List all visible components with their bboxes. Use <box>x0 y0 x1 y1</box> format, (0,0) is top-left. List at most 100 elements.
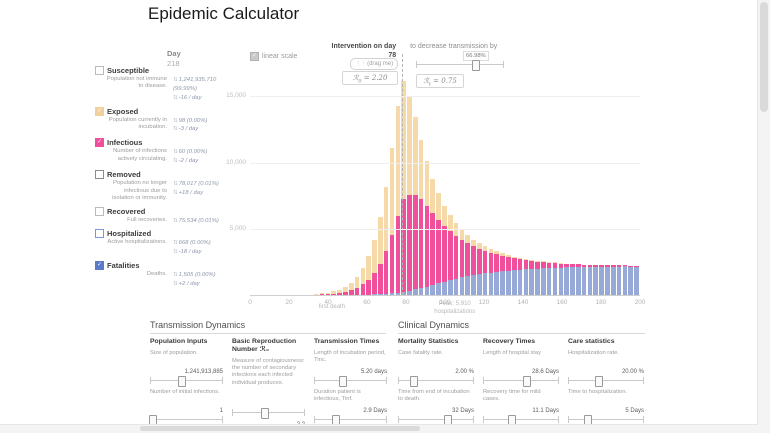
r0-slider[interactable] <box>232 407 305 419</box>
bar-infectious <box>465 243 470 277</box>
bar-exposed <box>343 286 348 292</box>
transmission-decrease-slider[interactable]: 66.98% <box>416 51 505 71</box>
bar-hospitalized-fatalities <box>477 274 482 295</box>
bar-infectious <box>442 226 447 282</box>
control-population-size: Size of population. 1,241,913,885 <box>150 350 223 387</box>
bar-infectious <box>482 250 488 274</box>
bar-infectious <box>511 258 517 271</box>
bar-exposed <box>407 96 412 196</box>
stepper-icon[interactable]: ⇅ <box>173 281 178 288</box>
bar-infectious <box>546 262 552 269</box>
bar-hospitalized-fatalities <box>430 284 436 295</box>
legend-item-exposed: ✓ Exposed Population currently in incubati… <box>95 106 241 135</box>
bar-hospitalized-fatalities <box>575 267 581 295</box>
bar-exposed <box>447 215 453 232</box>
stepper-icon[interactable]: ⇅ <box>173 126 178 133</box>
time-to-hospitalization-description: Time to hospitalization. <box>568 389 628 395</box>
legend-sidebar: Susceptible Population not immune to dise… <box>95 66 241 293</box>
transmission-decrease-handle[interactable] <box>472 60 481 71</box>
stepper-icon[interactable]: ⇅ <box>173 77 178 83</box>
gridline-10000 <box>250 162 640 164</box>
legend-item-recovered: Recovered Full recoveries. ⇅75,534 (0.01%) <box>95 206 241 226</box>
stepper-icon[interactable]: ⇅ <box>173 249 178 256</box>
mild-recovery-time-value: 11.1 Days <box>532 408 559 414</box>
bar-infectious <box>593 264 599 267</box>
horizontal-scrollbar[interactable] <box>0 424 758 433</box>
bar-exposed <box>319 293 325 295</box>
legend-rate-exposed: ⇅-3 / day <box>173 126 199 133</box>
incubation-period-slider-handle[interactable] <box>338 376 347 387</box>
vertical-scrollbar-thumb[interactable] <box>760 2 768 112</box>
bar-hospitalized-fatalities <box>535 268 540 295</box>
bar-hospitalized-fatalities <box>564 267 569 295</box>
hospitalization-rate-slider-handle[interactable] <box>595 376 604 387</box>
bar-infectious <box>395 215 401 293</box>
x-tick-180: 180 <box>595 299 607 306</box>
stepper-icon[interactable]: ⇅ <box>173 149 178 156</box>
intervention-line[interactable] <box>402 54 404 295</box>
bar-hospitalized-fatalities <box>488 272 494 295</box>
checkbox-fatalities[interactable]: ✓ <box>95 261 104 271</box>
control-time-to-hospitalization: Time to hospitalization. 5 Days <box>568 389 644 426</box>
hospital-stay-description: Length of hospital stay <box>483 350 542 356</box>
r0-slider-handle[interactable] <box>261 407 270 419</box>
bar-exposed <box>378 216 383 264</box>
case-fatality-rate-description: Case fatality rate. <box>398 350 444 356</box>
legend-value-exposed: ⇅98 (0.00%) <box>173 117 208 124</box>
checkbox-removed[interactable] <box>95 170 104 180</box>
bar-hospitalized-fatalities <box>482 273 488 295</box>
bar-infectious <box>575 264 581 268</box>
legend-item-susceptible: Susceptible Population not immune to dise… <box>95 66 241 103</box>
linear-scale-toggle[interactable]: ✓ linear scale <box>250 52 297 61</box>
vertical-scrollbar[interactable] <box>757 0 770 433</box>
bar-infectious <box>372 273 377 295</box>
population-size-slider-handle[interactable] <box>177 376 186 387</box>
hospital-stay-slider-handle[interactable] <box>523 376 532 387</box>
case-fatality-rate-slider-handle[interactable] <box>410 376 419 387</box>
y-axis-label: 10,000 <box>226 158 246 166</box>
population-size-slider[interactable] <box>150 376 223 387</box>
bar-hospitalized-fatalities <box>442 281 447 295</box>
bar-hospitalized-fatalities <box>471 275 476 295</box>
bar-exposed <box>401 81 406 200</box>
stepper-icon[interactable]: ⇅ <box>173 190 178 197</box>
bar-hospitalized-fatalities <box>593 266 599 295</box>
linear-scale-checkbox-icon[interactable]: ✓ <box>250 52 259 61</box>
intervention-label: Intervention on day 78 <box>284 43 397 61</box>
legend-label-removed: Removed <box>107 170 141 180</box>
checkbox-recovered[interactable] <box>95 206 104 216</box>
horizontal-scrollbar-thumb[interactable] <box>140 426 420 431</box>
bar-hospitalized-fatalities <box>389 293 395 295</box>
intervention-drag-handle[interactable]: ⋮⋮ (drag me) <box>350 58 399 70</box>
stepper-icon[interactable]: ⇅ <box>173 217 178 224</box>
gridline-15000 <box>250 96 640 98</box>
checkbox-infectious[interactable]: ✓ <box>95 138 104 148</box>
legend-label-recovered: Recovered <box>107 206 146 216</box>
stepper-icon[interactable]: ⇅ <box>173 181 178 188</box>
stepper-icon[interactable]: ⇅ <box>173 117 178 124</box>
control-hospitalization-rate: Hospitalization rate. 20.00 % <box>568 350 644 387</box>
bar-hospitalized-fatalities <box>453 278 459 295</box>
bar-exposed <box>459 229 465 240</box>
bar-exposed <box>366 256 372 280</box>
bar-hospitalized-fatalities <box>634 266 639 295</box>
column-title: Population Inputs <box>150 338 208 345</box>
bar-exposed <box>436 193 441 220</box>
stepper-icon[interactable]: ⇅ <box>173 94 178 101</box>
bar-exposed <box>331 291 337 294</box>
stepper-icon[interactable]: ⇅ <box>173 240 178 247</box>
stepper-icon[interactable]: ⇅ <box>173 272 178 279</box>
stepper-icon[interactable]: ⇅ <box>173 158 178 165</box>
checkbox-susceptible[interactable] <box>95 66 104 75</box>
hospital-stay-slider[interactable] <box>483 376 559 387</box>
bar-hospitalized-fatalities <box>517 269 523 295</box>
bar-hospitalized-fatalities <box>412 289 418 295</box>
checkbox-hospitalized[interactable] <box>95 229 104 239</box>
incubation-period-slider[interactable] <box>314 376 387 387</box>
bar-exposed <box>477 243 482 249</box>
bar-exposed <box>412 117 418 196</box>
drag-me-label: (drag me) <box>367 61 394 67</box>
case-fatality-rate-slider[interactable] <box>398 376 474 387</box>
hospitalization-rate-slider[interactable] <box>568 376 644 387</box>
checkbox-exposed[interactable]: ✓ <box>95 106 104 116</box>
